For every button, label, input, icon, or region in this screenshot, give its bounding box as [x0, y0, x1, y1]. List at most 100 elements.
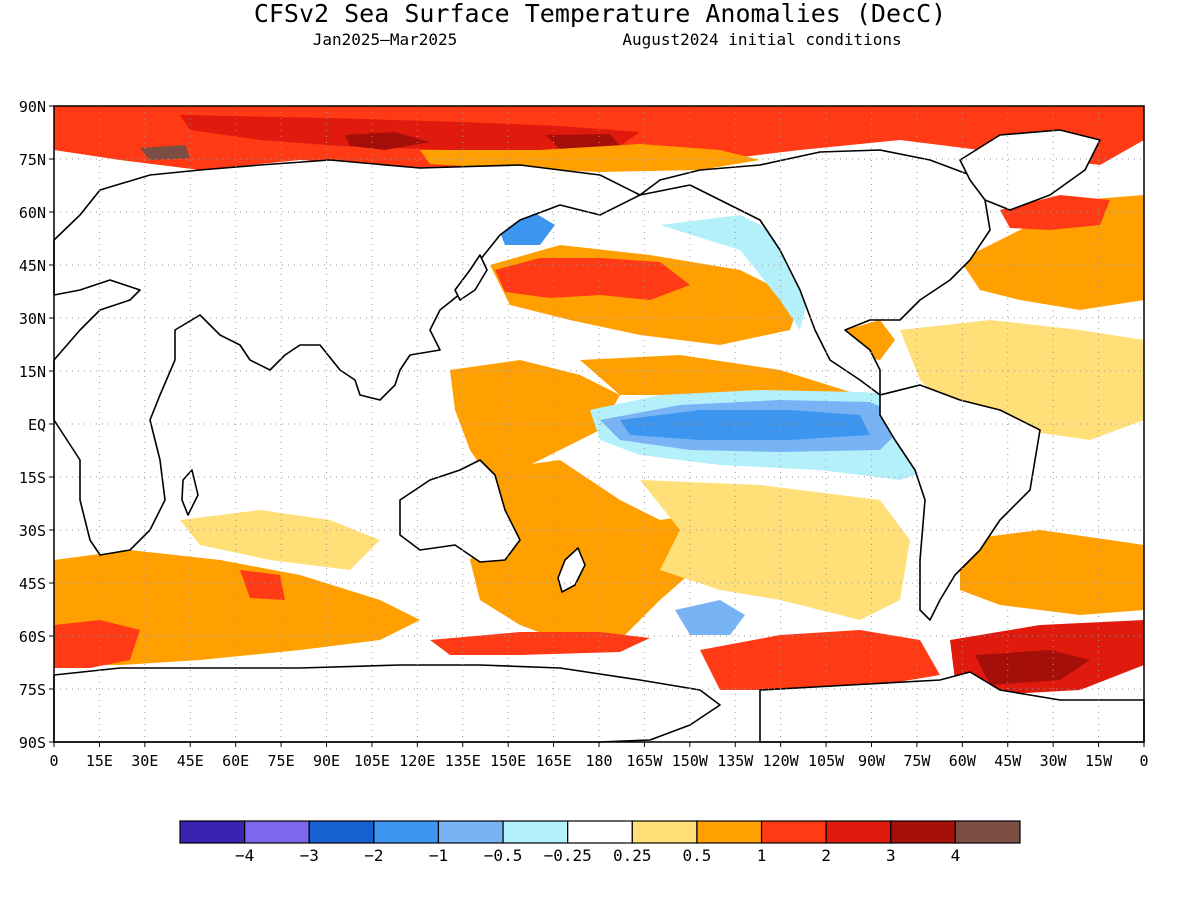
colorbar-swatch	[179, 820, 246, 844]
longitude-label: 0	[1139, 752, 1148, 770]
colorbar-swatch	[567, 820, 633, 844]
longitude-label: 150W	[672, 752, 709, 770]
longitude-label: 165W	[626, 752, 663, 770]
longitude-label: 135E	[445, 752, 481, 770]
longitude-label: 120E	[399, 752, 435, 770]
latitude-label: 45S	[19, 575, 46, 593]
map-frame-border	[53, 105, 1145, 743]
colorbar-swatch	[437, 820, 504, 844]
new-zealand-landmass	[557, 547, 586, 593]
equatorial-pacific-cool-core	[620, 410, 870, 440]
latitude-label: 15S	[19, 469, 46, 487]
eurasia-africa-landmass	[53, 159, 641, 556]
map-title: CFSv2 Sea Surface Temperature Anomalies …	[254, 0, 946, 28]
colorbar-label: −3	[300, 846, 319, 865]
longitude-label: 15W	[1085, 752, 1113, 770]
japan-landmass	[454, 254, 488, 301]
map-subtitle-initial-conditions: August2024 initial conditions	[622, 30, 901, 49]
colorbar-swatch	[308, 820, 375, 844]
southern-ocean-atlantic-strong-warm	[975, 650, 1090, 685]
longitude-label: 75E	[268, 752, 295, 770]
longitude-label: 60E	[222, 752, 249, 770]
sst-anomaly-fields	[54, 106, 1144, 695]
central-pacific-warm-region	[580, 355, 860, 400]
colorbar-swatch	[696, 820, 763, 844]
colorbar-tick-labels: −4 −3 −2 −1 −0.5 −0.25 0.25 0.5 1 2 3 4	[235, 846, 960, 865]
latitude-label: 60N	[19, 204, 46, 222]
west-pacific-warm-region	[450, 360, 620, 480]
south-america-landmass	[879, 384, 1041, 621]
southern-ocean-australia-warm	[430, 632, 650, 655]
longitude-label: 0	[49, 752, 58, 770]
australia-landmass	[399, 459, 521, 563]
longitude-label: 90E	[313, 752, 340, 770]
latitude-axis-labels: 90N 75N 60N 45N 30N 15N EQ 15S 30S 45S 60S 75S 90S	[19, 98, 46, 752]
latitude-label: 75N	[19, 151, 46, 169]
colorbar-label: 0.5	[682, 846, 711, 865]
map-tick-marks	[49, 105, 1145, 747]
latitude-label: 30N	[19, 310, 46, 328]
longitude-label: 60W	[949, 752, 977, 770]
map-panel	[49, 105, 1145, 747]
arctic-extreme-anomaly	[140, 145, 190, 160]
south-pacific-light-warm	[640, 480, 910, 620]
longitude-label: 30E	[131, 752, 158, 770]
longitude-label: 45E	[177, 752, 204, 770]
longitude-label: 105E	[354, 752, 390, 770]
longitude-label: 15E	[86, 752, 113, 770]
land-masses	[53, 129, 1145, 743]
south-indian-strong-warm	[54, 570, 285, 668]
colorbar-swatch	[825, 820, 892, 844]
colorbar-label: 0.25	[613, 846, 652, 865]
longitude-label: 180	[585, 752, 612, 770]
colorbar-label: 1	[757, 846, 767, 865]
latitude-label: 90S	[19, 734, 46, 752]
southern-ocean-pacific-warm	[700, 630, 940, 690]
longitude-label: 45W	[994, 752, 1022, 770]
longitude-label: 165E	[536, 752, 572, 770]
colorbar-label: −1	[429, 846, 448, 865]
north-pacific-strong-warm-core	[495, 258, 690, 300]
colorbar-swatch	[244, 820, 310, 844]
colorbar-swatch	[631, 820, 698, 844]
colorbar-label: −0.25	[544, 846, 592, 865]
arctic-strong-warm-anomaly	[180, 115, 640, 150]
north-pacific-light-cool-patch	[660, 215, 810, 330]
north-america-landmass	[639, 149, 991, 396]
colorbar-swatch	[760, 820, 827, 844]
latitude-label: 90N	[19, 98, 46, 116]
longitude-label: 105W	[808, 752, 845, 770]
latitude-label: 15N	[19, 363, 46, 381]
south-atlantic-warm	[960, 530, 1144, 615]
greenland-landmass	[959, 129, 1101, 211]
latitude-label: 45N	[19, 257, 46, 275]
colorbar-legend	[179, 820, 1021, 844]
colorbar-swatch	[954, 820, 1021, 844]
longitude-label: 135W	[717, 752, 754, 770]
colorbar-label: −4	[235, 846, 254, 865]
colorbar-swatch	[502, 820, 569, 844]
madagascar-landmass	[181, 469, 199, 516]
latitude-label: 60S	[19, 628, 46, 646]
longitude-axis-labels: 0 15E 30E 45E 60E 75E 90E 105E 120E 135E 150E 165E 1…	[49, 752, 1148, 770]
map-gridlines	[54, 106, 1144, 742]
latitude-label: EQ	[28, 416, 46, 434]
colorbar-label: −0.5	[484, 846, 523, 865]
longitude-label: 120W	[763, 752, 800, 770]
longitude-label: 90W	[858, 752, 886, 770]
colorbar-swatch	[890, 820, 956, 844]
longitude-label: 75W	[903, 752, 931, 770]
latitude-label: 75S	[19, 681, 46, 699]
south-pacific-cool-patch	[675, 600, 745, 635]
colorbar-label: 2	[821, 846, 831, 865]
arctic-very-strong-warm-anomaly	[345, 132, 620, 150]
longitude-label: 30W	[1040, 752, 1068, 770]
map-subtitle-period: Jan2025–Mar2025	[313, 30, 458, 49]
south-indian-warm-band	[54, 550, 420, 665]
colorbar-label: −2	[364, 846, 383, 865]
colorbar-swatch	[373, 820, 440, 844]
colorbar-label: 4	[951, 846, 961, 865]
longitude-label: 150E	[490, 752, 526, 770]
indian-ocean-light-warm	[180, 510, 380, 570]
